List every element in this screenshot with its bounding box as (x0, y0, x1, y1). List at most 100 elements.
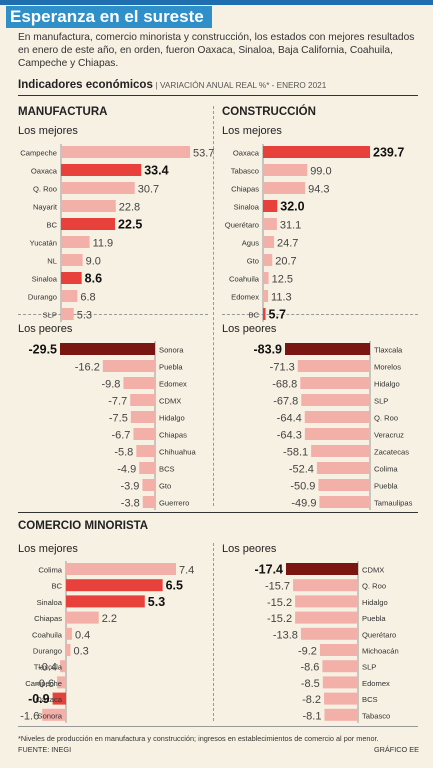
comercio-minorista-peores-hidalgo-category: Hidalgo (362, 598, 388, 607)
manufactura-peores-chiapas-bar (133, 428, 155, 440)
comercio-minorista-peores-hidalgo-bar (295, 595, 358, 608)
footnote: *Niveles de producción en manufactura y … (18, 734, 379, 743)
comercio-minorista-mejores-bc-value: 6.5 (166, 579, 183, 593)
construccion-peores-zacatecas-value: -58.1 (283, 447, 308, 459)
subheading-note: | VARIACIÓN ANUAL REAL %* - ENERO 2021 (155, 81, 327, 90)
manufactura-peores-hidalgo-category: Hidalgo (159, 414, 185, 423)
comercio-minorista-peores-bcs-bar (324, 692, 358, 705)
construccion-peores-morelos-bar (297, 360, 370, 372)
manufactura-peores-bcs-category: BCS (159, 465, 175, 474)
comercio-minorista-mejores-durango-bar (66, 644, 71, 656)
manufactura-peores-hidalgo-bar (130, 411, 155, 423)
section-title-construccion: CONSTRUCCIÓN (222, 106, 316, 118)
construccion-mejores-agus-category: Agus (242, 239, 260, 248)
manufactura-peores-bcs-bar (139, 462, 155, 474)
comercio-minorista-peores-tabasco-category: Tabasco (362, 711, 390, 720)
group-title-manufactura-mejores: Los mejores (18, 125, 78, 137)
manufactura-mejores-bc-bar (61, 218, 116, 230)
manufactura-peores-gto-value: -3.9 (120, 481, 139, 493)
comercio-minorista-mejores-bc-category: BC (51, 582, 62, 591)
comercio-minorista-peores-slp-category: SLP (362, 663, 376, 672)
construccion-mejores-agus-value: 24.7 (277, 238, 298, 250)
construccion-peores-colima-category: Colima (374, 465, 398, 474)
comercio-minorista-mejores-sonora-category: Sonora (38, 711, 63, 720)
manufactura-peores-edomex-category: Edomex (159, 380, 187, 389)
column-separator-top (213, 106, 214, 506)
construccion-mejores-tabasco-category: Tabasco (231, 167, 259, 176)
construccion-mejores-coahuila-value: 12.5 (272, 274, 293, 286)
comercio-minorista-mejores-coahuila-category: Coahuila (32, 630, 63, 639)
construccion-mejores-coahuila-category: Coahuila (229, 275, 260, 284)
comercio-minorista-mejores-chiapas-category: Chiapas (34, 614, 62, 623)
comercio-minorista-peores-puebla-category: Puebla (362, 614, 386, 623)
manufactura-mejores-oaxaca-bar (61, 164, 142, 176)
manufactura-mejores-bc-category: BC (46, 221, 57, 230)
manufactura-mejores-durango-bar (61, 290, 78, 302)
construccion-peores-veracruz-bar (304, 428, 370, 440)
comercio-minorista-mejores-durango-category: Durango (33, 647, 62, 656)
comercio-minorista-mejores-campeche-category: Campeche (25, 679, 62, 688)
manufactura-peores-chihuahua-category: Chihuahua (159, 448, 197, 457)
construccion-mejores-edomex-bar (263, 290, 269, 302)
comercio-minorista-peores-queretaro-bar (300, 627, 358, 640)
manufactura-mejores-nayarit-value: 22.8 (119, 202, 140, 214)
construccion-mejores-sinaloa-bar (263, 200, 278, 212)
comercio-minorista-peores-queretaro-value: -13.8 (273, 629, 298, 641)
construccion-peores-hidalgo-value: -68.8 (272, 379, 297, 391)
manufactura-mejores-nl-value: 9.0 (86, 256, 101, 268)
manufactura-mejores-nl-category: NL (47, 257, 57, 266)
construccion-peores-slp-bar (301, 394, 370, 406)
source: FUENTE: INEGI (18, 745, 72, 754)
comercio-minorista-peores-slp-bar (322, 660, 358, 673)
comercio-minorista-mejores-campeche-value: -0.6 (35, 678, 54, 690)
manufactura-mejores-campeche-category: Campeche (20, 149, 57, 158)
comercio-minorista-mejores-chiapas-bar (66, 611, 99, 624)
comercio-minorista-peores-q-roo-category: Q. Roo (362, 582, 386, 591)
manufactura-peores-gto-category: Gto (159, 482, 171, 491)
construccion-mejores-chiapas-value: 94.3 (308, 184, 329, 196)
comercio-minorista-peores-cdmx-bar (286, 563, 358, 575)
manufactura-peores-bcs-value: -4.9 (117, 464, 136, 476)
manufactura-peores-puebla-value: -16.2 (75, 362, 100, 374)
construccion-peores-tlaxcala-bar (285, 343, 370, 355)
manufactura-peores-hidalgo-value: -7.5 (109, 413, 128, 425)
comercio-minorista-peores-edomex-category: Edomex (362, 679, 390, 688)
subheading: Indicadores económicos | VARIACIÓN ANUAL… (18, 79, 326, 91)
manufactura-mejores-sinaloa-bar (61, 272, 82, 284)
manufactura-mejores-slp-value: 5.3 (77, 310, 92, 322)
construccion-peores-tlaxcala-value: -83.9 (254, 343, 283, 357)
comercio-minorista-peores-michoacan-value: -9.2 (298, 646, 317, 658)
comercio-minorista-mejores-coahuila-value: 0.4 (75, 629, 90, 641)
construccion-mejores-gto-bar (263, 254, 273, 266)
construccion-peores-colima-bar (316, 462, 370, 474)
graphic-credit: GRÁFICO EE (373, 745, 419, 754)
comercio-minorista-mejores-tlaxcala-bar (60, 660, 66, 673)
manufactura-peores-chihuahua-bar (136, 445, 155, 457)
construccion-mejores-gto-category: Gto (247, 257, 259, 266)
construccion-mejores-bc-value: 5.7 (269, 308, 286, 322)
comercio-minorista-peores-tabasco-value: -8.1 (303, 710, 322, 722)
construccion-mejores-edomex-category: Edomex (231, 293, 259, 302)
construccion-peores-morelos-value: -71.3 (270, 362, 295, 374)
manufactura-mejores-oaxaca-value: 33.4 (144, 164, 168, 178)
comercio-minorista-peores-tabasco-bar (324, 708, 358, 721)
comercio-minorista-mejores-durango-value: 0.3 (73, 646, 88, 658)
manufactura-peores-cdmx-bar (130, 394, 155, 406)
comercio-minorista-peores-edomex-bar (322, 676, 358, 689)
manufactura-mejores-sinaloa-category: Sinaloa (32, 275, 58, 284)
construccion-peores-puebla-category: Puebla (374, 482, 398, 491)
construccion-mejores-tabasco-bar (263, 164, 308, 176)
comercio-minorista-mejores-oaxaca-value: -0.9 (28, 692, 50, 706)
construccion-mejores-oaxaca-bar (263, 146, 370, 158)
comercio-minorista-peores-puebla-bar (295, 611, 358, 624)
group-title-comercio-peores: Los peores (222, 543, 277, 555)
manufactura-peores-guerrero-category: Guerrero (159, 499, 189, 508)
construccion-mejores-oaxaca-category: Oaxaca (233, 149, 260, 158)
comercio-minorista-peores-puebla-value: -15.2 (267, 613, 292, 625)
manufactura-mejores-durango-category: Durango (28, 293, 57, 302)
comercio-minorista-peores-michoacan-bar (319, 644, 358, 656)
comercio-minorista-peores-cdmx-category: CDMX (362, 566, 384, 575)
manufactura-mejores-nayarit-bar (61, 200, 116, 212)
comercio-minorista-mejores-oaxaca-category: Oaxaca (36, 695, 63, 704)
construccion-peores-colima-value: -52.4 (289, 464, 314, 476)
